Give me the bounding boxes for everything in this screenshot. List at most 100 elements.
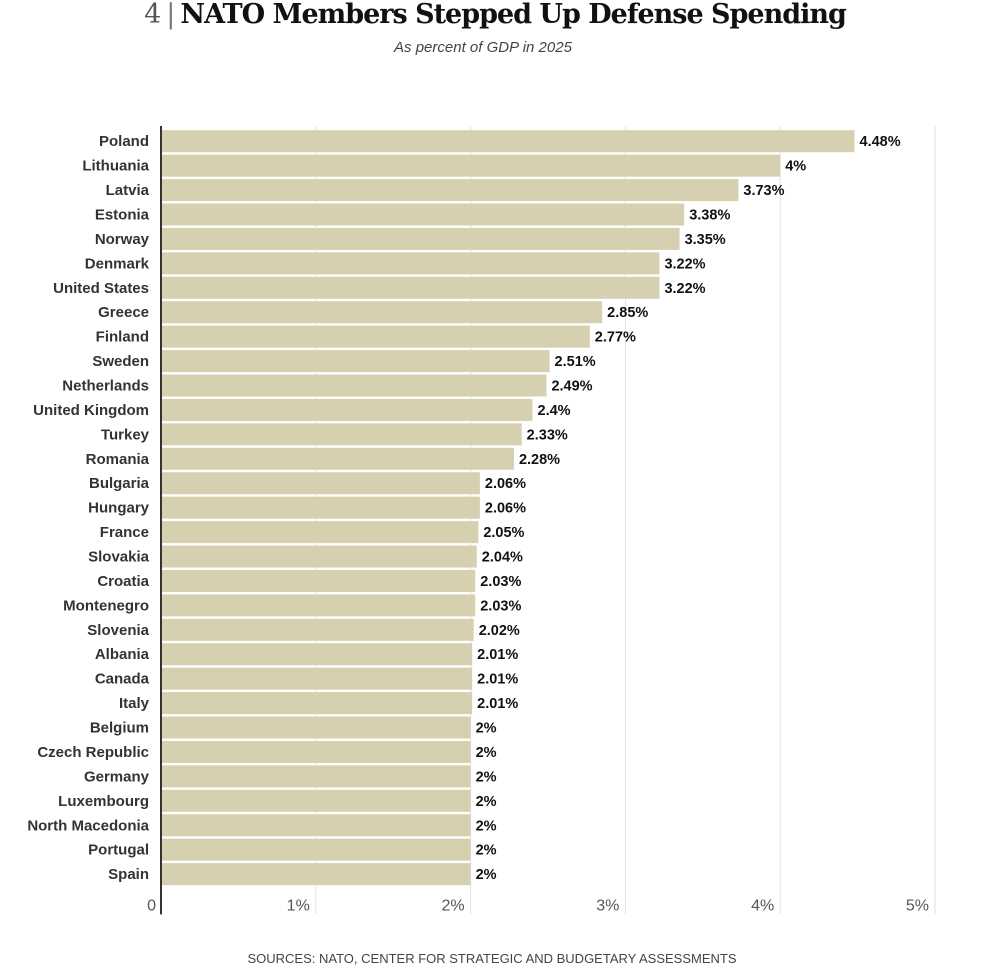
bar: [161, 423, 522, 446]
bar: [161, 545, 477, 568]
bar: [161, 740, 471, 763]
category-label: United Kingdom: [33, 402, 149, 419]
bar: [161, 643, 473, 666]
bar: [161, 325, 590, 348]
value-label: 2.03%: [480, 598, 521, 614]
value-label: 2.77%: [595, 330, 636, 346]
chart-subtitle: As percent of GDP in 2025: [394, 39, 572, 56]
value-label: 2%: [476, 867, 497, 883]
category-label: Croatia: [97, 573, 149, 590]
bar: [161, 716, 471, 739]
category-label: Lithuania: [82, 158, 149, 175]
category-label: Slovakia: [88, 549, 150, 566]
value-label: 2.28%: [519, 452, 560, 468]
value-label: 2.01%: [477, 672, 518, 688]
bar: [161, 398, 533, 421]
bar: [161, 692, 473, 715]
value-label: 4.48%: [860, 134, 901, 150]
bar: [161, 863, 471, 886]
value-label: 4%: [785, 159, 806, 175]
x-tick-label: 3%: [596, 897, 619, 914]
bar: [161, 789, 471, 812]
value-label: 3.73%: [743, 183, 784, 199]
category-label: Estonia: [95, 207, 150, 224]
category-label: Canada: [95, 671, 150, 688]
category-label: Bulgaria: [89, 475, 150, 492]
category-label: Hungary: [88, 500, 150, 517]
category-label: Czech Republic: [37, 744, 149, 761]
bar: [161, 350, 550, 373]
bar: [161, 594, 476, 617]
value-label: 2.02%: [479, 623, 520, 639]
category-label: Montenegro: [63, 597, 149, 614]
category-label: United States: [53, 280, 149, 297]
category-label: Italy: [119, 695, 150, 712]
x-tick-label: 0: [147, 897, 156, 914]
category-label: Norway: [95, 231, 150, 248]
x-tick-label: 4%: [751, 897, 774, 914]
category-label: Luxembourg: [58, 793, 149, 810]
value-label: 2.01%: [477, 647, 518, 663]
value-label: 3.35%: [685, 232, 726, 248]
bar: [161, 569, 476, 592]
value-label: 2%: [476, 794, 497, 810]
value-label: 2.85%: [607, 305, 648, 321]
category-label: Denmark: [85, 255, 150, 272]
chart-source: SOURCES: NATO, CENTER FOR STRATEGIC AND …: [247, 951, 737, 966]
category-label: Portugal: [88, 842, 149, 859]
bar: [161, 252, 660, 275]
value-label: 2.01%: [477, 696, 518, 712]
chart-number: 4: [144, 0, 161, 30]
bar: [161, 618, 474, 641]
title-separator: |: [166, 0, 175, 30]
bar: [161, 472, 480, 495]
value-label: 2%: [476, 843, 497, 859]
bar: [161, 227, 680, 250]
bar: [161, 276, 660, 299]
bar: [161, 179, 739, 202]
category-label: Finland: [96, 329, 149, 346]
bar: [161, 301, 603, 324]
category-label: Sweden: [92, 353, 149, 370]
value-label: 2%: [476, 818, 497, 834]
bar: [161, 765, 471, 788]
bar: [161, 838, 471, 861]
bar: [161, 667, 473, 690]
category-label: Turkey: [101, 426, 150, 443]
value-label: 3.38%: [689, 208, 730, 224]
category-label: Poland: [99, 133, 149, 150]
category-label: Slovenia: [87, 622, 149, 639]
value-label: 2.04%: [482, 550, 523, 566]
value-label: 2.03%: [480, 574, 521, 590]
category-label: France: [100, 524, 149, 541]
bar-chart: Poland 4.48% Lithuania 4% Latvia 3.73% Estonia…: [27, 126, 936, 915]
value-label: 2.06%: [485, 476, 526, 492]
category-label: Spain: [108, 866, 149, 883]
category-label: North Macedonia: [27, 817, 149, 834]
value-label: 3.22%: [664, 256, 705, 272]
value-label: 2%: [476, 721, 497, 737]
chart-title: 4 | NATO Members Stepped Up Defense Spendi…: [0, 0, 990, 30]
value-label: 2%: [476, 745, 497, 761]
bar: [161, 521, 479, 544]
value-label: 2.05%: [483, 525, 524, 541]
value-label: 2%: [476, 769, 497, 785]
category-label: Germany: [84, 768, 150, 785]
x-tick-label: 2%: [441, 897, 464, 914]
x-tick-label: 1%: [287, 897, 310, 914]
category-label: Netherlands: [62, 378, 149, 395]
value-label: 2.06%: [485, 501, 526, 517]
bar: [161, 130, 855, 153]
x-tick-label: 5%: [906, 897, 929, 914]
category-label: Latvia: [106, 182, 150, 199]
bar: [161, 447, 514, 470]
value-label: 2.49%: [551, 379, 592, 395]
category-label: Belgium: [90, 720, 149, 737]
bar: [161, 203, 685, 226]
chart-title-text: NATO Members Stepped Up Defense Spending: [180, 0, 846, 30]
bar: [161, 374, 547, 397]
bar: [161, 154, 781, 177]
category-label: Greece: [98, 304, 149, 321]
category-label: Romania: [86, 451, 150, 468]
bar: [161, 496, 480, 519]
